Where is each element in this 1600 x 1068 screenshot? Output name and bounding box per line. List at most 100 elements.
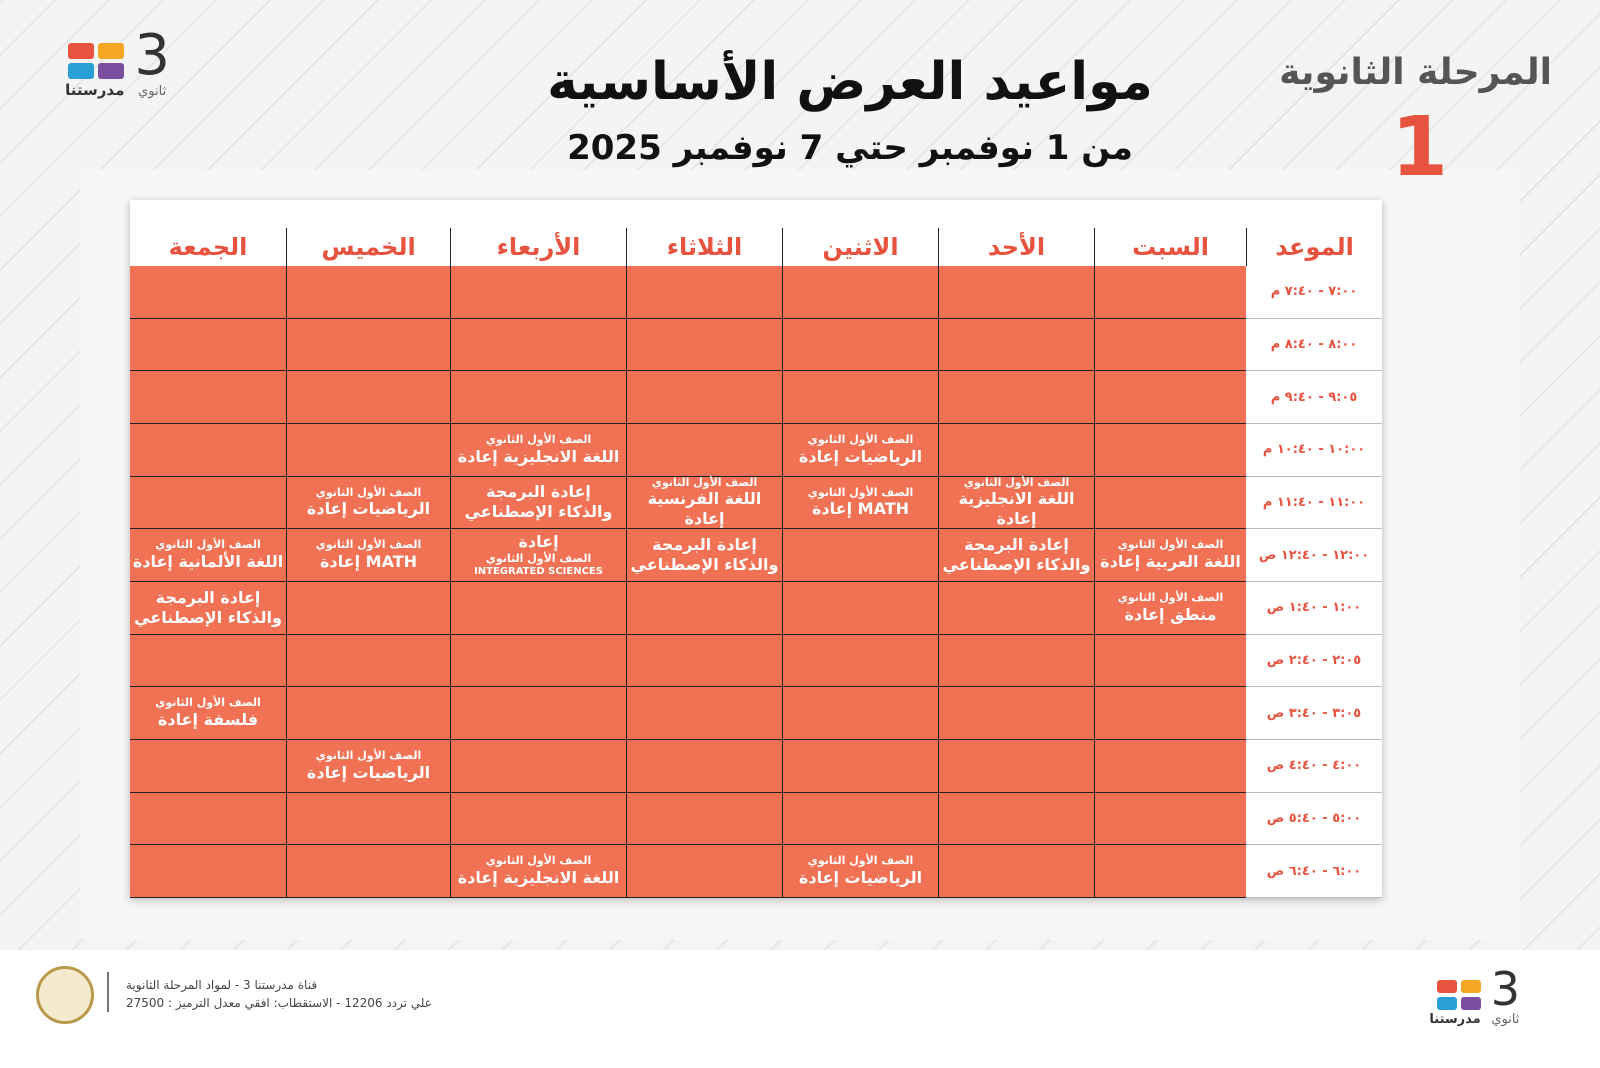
logo-brand-block: مدرستنا (1429, 980, 1481, 1027)
subject-label: فلسفة إعادة (157, 709, 259, 729)
logo-brand-block: مدرستنا (65, 43, 125, 99)
footer-channel: قناة مدرستنا 3 - لمواد المرحلة الثانوية (126, 978, 318, 992)
schedule-cell: الصف الأول الثانوي اللغة الانجليزية إعادة (938, 476, 1094, 530)
time-slot: ١١:٠٠ - ١١:٤٠ م (1246, 476, 1382, 530)
schedule-cell (450, 581, 626, 635)
schedule-cell (1094, 266, 1246, 319)
grade-label: الصف الأول الثانوي (155, 538, 261, 552)
schedule-cell (782, 792, 938, 846)
schedule-cell (938, 739, 1094, 793)
schedule-cell (286, 266, 450, 319)
subject-label: الرياضيات إعادة (306, 762, 431, 782)
grade-label: الصف الأول الثانوي (485, 854, 592, 868)
schedule-cell (782, 529, 938, 582)
schedule-cell (782, 634, 938, 688)
schedule-cell (938, 581, 1094, 635)
column-header: الثلاثاء (626, 228, 782, 266)
schedule-cell (286, 318, 450, 372)
logo-icon (65, 43, 125, 79)
schedule-cell (782, 739, 938, 793)
time-slot: ٩:٠٥ - ٩:٤٠ م (1246, 371, 1382, 424)
schedule-cell: الصف الأول الثانوي اللغة الألمانية إعادة (130, 529, 286, 582)
subject-label: اللغة الانجليزية إعادة (457, 446, 620, 466)
header-cell: السبت (1094, 200, 1246, 266)
grade-label: الصف الأول الثانوي (485, 432, 592, 446)
column-header: السبت (1094, 228, 1246, 266)
grade-label: الصف الأول الثانوي (485, 551, 592, 565)
top-logo: 3 ثانوي مدرستنا (30, 28, 170, 100)
time-slot: ٧:٠٠ - ٧:٤٠ م (1246, 266, 1382, 319)
schedule-cell (938, 266, 1094, 319)
subject-label: MATH إعادة (319, 551, 418, 571)
subject-label: إعادة البرمجة (486, 482, 591, 502)
schedule-cell: الصف الأول الثانوي الرياضيات إعادة (286, 739, 450, 793)
subject-label: والذكاء الإصطناعي (134, 607, 282, 627)
schedule-cell (450, 371, 626, 424)
subject-label: إعادة (518, 531, 559, 551)
schedule-cell (1094, 371, 1246, 424)
schedule-cell: الصف الأول الثانوي اللغة الانجليزية إعادة (450, 845, 626, 898)
subject-label: الرياضيات إعادة (306, 499, 431, 519)
column-header: الأحد (938, 228, 1094, 266)
schedule-cell (938, 634, 1094, 688)
schedule-cell: الصف الأول الثانوي فلسفة إعادة (130, 687, 286, 740)
logo-number: 3 (1490, 962, 1520, 1016)
schedule-cell (130, 792, 286, 846)
time-slot: ٨:٠٠ - ٨:٤٠ م (1246, 318, 1382, 372)
subject-label: والذكاء الإصطناعي (942, 555, 1091, 575)
schedule-cell (130, 845, 286, 898)
schedule-table: الموعد السبت الأحد الاثنين الثلاثاء الأربعاء ا… (130, 200, 1382, 898)
subject-label: والذكاء الإصطناعي (630, 555, 779, 575)
subject-label: منطق إعادة (1124, 604, 1217, 624)
schedule-cell: الصف الأول الثانوي منطق إعادة (1094, 581, 1246, 635)
column-header: الأربعاء (450, 228, 626, 266)
logo-icon (1429, 980, 1481, 1010)
schedule-cell (286, 792, 450, 846)
schedule-cell (130, 423, 286, 477)
subject-label: إعادة البرمجة (964, 535, 1069, 555)
schedule-cell (450, 687, 626, 740)
schedule-cell (782, 371, 938, 424)
schedule-cell (1094, 845, 1246, 898)
schedule-cell: إعادة الصف الأول الثانوي INTEGRATED SCIENC… (450, 529, 626, 582)
time-slot: ١:٠٠ - ١:٤٠ ص (1246, 581, 1382, 635)
schedule-cell (626, 792, 782, 846)
schedule-cell: إعادة البرمجة والذكاء الإصطناعي (450, 476, 626, 530)
schedule-cell (782, 266, 938, 319)
schedule-cell (130, 318, 286, 372)
time-slot: ٤:٠٠ - ٤:٤٠ ص (1246, 739, 1382, 793)
schedule-cell (1094, 792, 1246, 846)
schedule-cell: الصف الأول الثانوي MATH إعادة (286, 529, 450, 582)
time-slot: ٢:٠٥ - ٢:٤٠ ص (1246, 634, 1382, 688)
schedule-cell (130, 371, 286, 424)
subject-label: الرياضيات إعادة (798, 867, 923, 887)
logo-label: ثانوي (138, 84, 167, 99)
title: مواعيد العرض الأساسية (547, 52, 1153, 112)
grade-label: الصف الأول الثانوي (651, 475, 758, 489)
grade-label: الصف الأول الثانوي (315, 485, 422, 499)
grade-label: الصف الأول الثانوي (315, 748, 422, 762)
schedule-cell (450, 739, 626, 793)
subject-label: إعادة البرمجة (652, 535, 757, 555)
column-header: الخميس (286, 228, 450, 266)
logo-number-block: 3 ثانوي (134, 28, 170, 100)
grade-label: الصف الأول الثانوي (807, 854, 914, 868)
schedule-cell: الصف الأول الثانوي اللغة الانجليزية إعادة (450, 423, 626, 477)
subject-label: اللغة الألمانية إعادة (132, 551, 284, 571)
schedule-cell (286, 581, 450, 635)
header-cell: الأربعاء (450, 200, 626, 266)
schedule-cell (626, 581, 782, 635)
schedule-cell (626, 423, 782, 477)
schedule-cell (626, 845, 782, 898)
schedule-cell: الصف الأول الثانوي الرياضيات إعادة (286, 476, 450, 530)
time-slot: ٣:٠٥ - ٣:٤٠ ص (1246, 687, 1382, 740)
subject-label: إعادة البرمجة (155, 587, 261, 607)
subject-label: اللغة العربية إعادة (1100, 551, 1241, 571)
divider (107, 972, 109, 1012)
grade-label: الصف الأول الثانوي (155, 696, 261, 710)
grade-label: الصف الأول الثانوي (1117, 538, 1224, 552)
grade-label: الصف الأول الثانوي (315, 538, 422, 552)
schedule-cell (450, 318, 626, 372)
schedule-cell (1094, 634, 1246, 688)
ministry-seal (36, 966, 94, 1024)
